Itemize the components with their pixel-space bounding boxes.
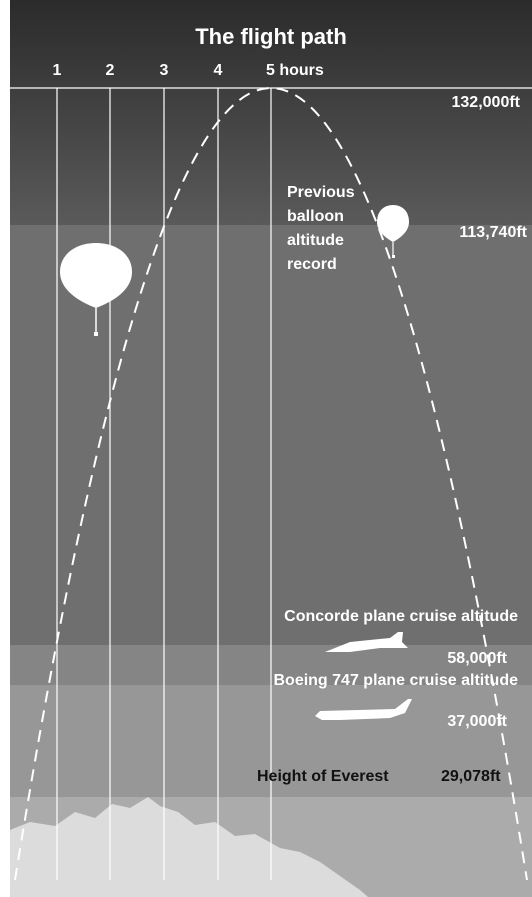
everest-label: Height of Everest [257, 768, 389, 785]
concorde-altitude: 58,000ft [447, 650, 507, 667]
flight-path-diagram: The flight path 1 2 3 4 5 hours 132,000f… [0, 0, 532, 897]
boeing-altitude: 37,000ft [447, 713, 507, 730]
previous-record-altitude: 113,740ft [459, 224, 527, 241]
hour-label: 4 [214, 62, 223, 79]
previous-record-text: record [287, 256, 337, 273]
hour-label: 2 [106, 62, 115, 79]
hour-label: 1 [53, 62, 62, 79]
previous-record-text: Previous [287, 184, 355, 201]
record-altitude: 132,000ft [452, 94, 521, 111]
page: {"header": {"title": "The flight path"},… [0, 0, 532, 897]
concorde-label: Concorde plane cruise altitude [284, 608, 518, 625]
boeing-label: Boeing 747 plane cruise altitude [273, 672, 518, 689]
everest-altitude: 29,078ft [441, 768, 501, 785]
hour-label: 5 hours [266, 62, 324, 79]
previous-record-text: altitude [287, 232, 344, 249]
hour-label: 3 [160, 62, 169, 79]
title: The flight path [195, 24, 347, 49]
previous-record-text: balloon [287, 208, 344, 225]
